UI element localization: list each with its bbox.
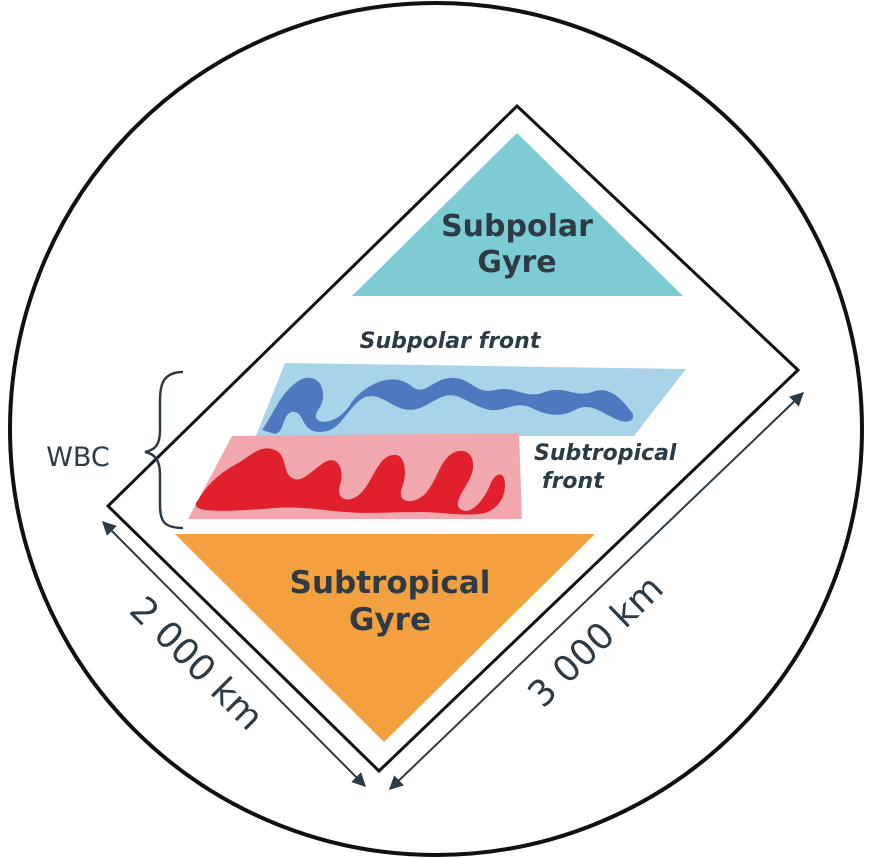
subpolar-gyre-label-line2: Gyre	[477, 245, 556, 280]
subtropical-gyre-label-line1: Subtropical	[290, 565, 491, 601]
length-scale-arrow	[388, 392, 805, 790]
subpolar-gyre-region	[352, 133, 683, 296]
subpolar-front-label: Subpolar front	[360, 329, 542, 354]
width-scale-arrow	[102, 521, 366, 787]
subtropical-gyre-label-line2: Gyre	[349, 602, 431, 638]
wbc-brace	[144, 370, 184, 530]
subpolar-gyre-label-line1: Subpolar	[441, 209, 593, 244]
subtropical-front-label-line1: Subtropical	[534, 441, 677, 466]
wbc-label: WBC	[46, 442, 110, 473]
subtropical-front-label-line2: front	[542, 469, 605, 494]
